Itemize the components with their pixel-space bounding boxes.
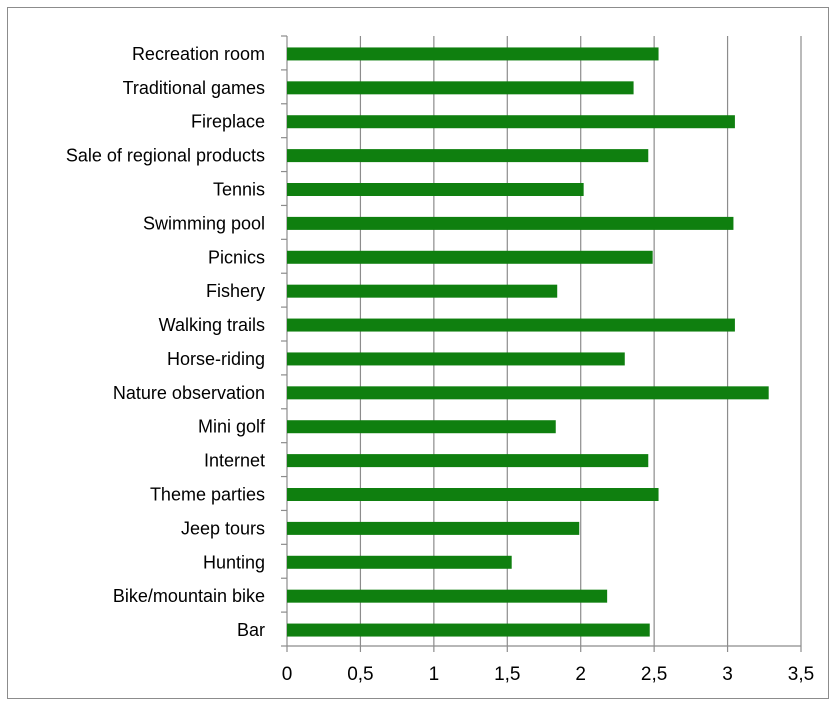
category-label: Fireplace (191, 112, 265, 132)
x-tick-label: 3,5 (788, 664, 814, 685)
category-label: Recreation room (132, 44, 265, 64)
category-label: Hunting (203, 552, 265, 572)
x-tick-labels: 0 0,5 1 1,5 2 2,5 3 3,5 (282, 664, 815, 685)
bar (287, 81, 634, 95)
bar (287, 149, 649, 163)
x-tick-label: 2,5 (641, 664, 667, 685)
category-label: Swimming pool (143, 213, 265, 233)
category-label: Tennis (213, 180, 265, 200)
category-label: Traditional games (123, 78, 265, 98)
bar (287, 284, 558, 298)
category-label: Horse-riding (167, 349, 265, 369)
bar (287, 250, 653, 264)
bar (287, 555, 512, 569)
bar (287, 386, 769, 400)
bar (287, 47, 659, 61)
category-label: Theme parties (150, 485, 265, 505)
axes (281, 35, 802, 652)
x-tick-label: 1,5 (494, 664, 520, 685)
x-tick-label: 0 (282, 664, 293, 685)
category-label: Bike/mountain bike (113, 586, 265, 606)
bar (287, 183, 584, 196)
category-label: Jeep tours (181, 518, 265, 538)
x-tick-label: 0,5 (347, 664, 373, 685)
category-label: Walking trails (159, 315, 265, 335)
x-tick-label: 2 (575, 664, 586, 685)
x-tick-label: 1 (429, 664, 440, 685)
bar (287, 216, 734, 230)
bar (287, 318, 735, 332)
bar (287, 454, 649, 468)
bar (287, 488, 659, 501)
category-label: Mini golf (198, 417, 266, 437)
category-label: Sale of regional products (66, 146, 265, 166)
bars (287, 47, 769, 637)
category-label: Nature observation (113, 383, 265, 403)
category-labels: Recreation room Traditional games Fireplac… (66, 44, 266, 640)
category-label: Fishery (206, 281, 265, 301)
bar (287, 115, 735, 129)
bar (287, 352, 625, 366)
category-label: Internet (204, 451, 265, 471)
bar (287, 589, 608, 603)
x-tick-label: 3 (722, 664, 733, 685)
category-label: Picnics (208, 247, 265, 267)
bar (287, 521, 580, 535)
bar (287, 623, 650, 637)
gridlines (359, 36, 802, 646)
bar (287, 420, 556, 434)
category-label: Bar (237, 620, 265, 640)
